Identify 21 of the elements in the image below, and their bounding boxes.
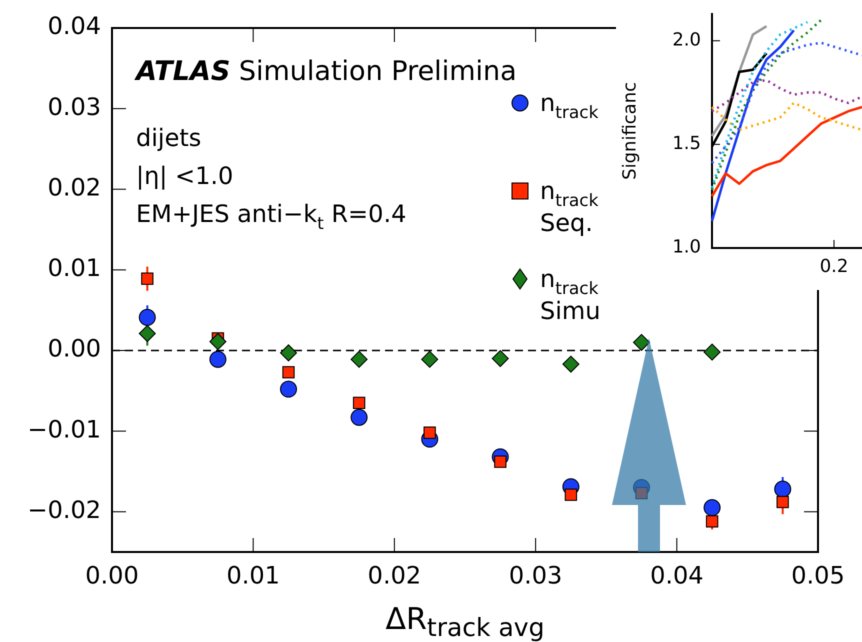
y-tick-label: 1.0 [672, 236, 701, 258]
y-tick-label: 0.01 [48, 254, 101, 282]
y-tick-label: 1.5 [672, 133, 701, 154]
annotation: ATLAS Simulation Prelimina [134, 56, 517, 87]
text: 0.2 [820, 256, 848, 277]
y-tick-label: 2.0 [672, 29, 701, 50]
x-tick-label: 0.01 [226, 562, 280, 590]
y-tick-label: −0.02 [27, 496, 101, 524]
y-axis-title: Significanc [619, 82, 640, 180]
y-tick-label: 0.04 [48, 12, 101, 40]
x-tick-label: 0.03 [508, 562, 562, 590]
x-axis-title: ΔR$_{track avg}$ [384, 602, 546, 642]
y-tick-label: 0.03 [48, 92, 101, 121]
y-tick-label: −0.01 [27, 415, 101, 444]
y-tick-label: 0.02 [48, 173, 101, 202]
x-tick-label: 0.02 [368, 562, 422, 590]
x-tick-label: 0.00 [85, 562, 139, 590]
annotation: dijets [136, 124, 202, 152]
annotation: |η| <1.0 [136, 162, 234, 190]
y-tick-label: 0.00 [48, 334, 101, 363]
x-tick-label: 0.05 [791, 562, 845, 590]
